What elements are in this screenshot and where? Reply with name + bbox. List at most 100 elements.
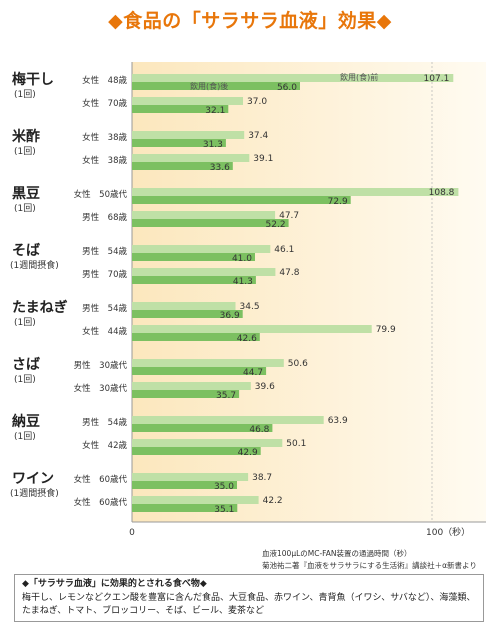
value-label-before: 46.1 [274, 245, 294, 255]
value-label-before: 50.1 [286, 439, 306, 449]
value-label-after: 42.9 [238, 448, 258, 458]
value-label-after: 44.7 [243, 368, 263, 378]
bar-before [132, 302, 236, 310]
value-label-before: 107.1 [424, 74, 450, 84]
x-tick-label: 100（秒） [426, 526, 470, 538]
row-label: 女性 38歳 [82, 155, 127, 166]
bar-before [132, 154, 250, 162]
bar-after [132, 196, 351, 204]
value-label-before: 39.6 [255, 382, 275, 392]
legend-after: 飲用(食)後 [190, 81, 228, 91]
value-label-after: 32.1 [205, 106, 225, 116]
legend-before: 飲用(食)前 [340, 72, 378, 82]
x-tick-label: 0 [129, 528, 135, 538]
value-label-after: 42.6 [237, 334, 257, 344]
food-note-label: (1週間摂食) [10, 259, 59, 271]
bar-after [132, 333, 260, 341]
value-label-after: 52.2 [266, 220, 286, 230]
row-label: 女性 70歳 [82, 98, 127, 109]
row-label: 女性 44歳 [82, 326, 127, 337]
value-label-after: 31.3 [203, 140, 223, 150]
food-name-label: ワイン [12, 471, 54, 487]
value-label-before: 50.6 [288, 359, 308, 369]
source-line-1: 血液100μLのMC-FAN装置の通過時間（秒） [262, 549, 412, 558]
value-label-before: 39.1 [253, 154, 273, 164]
bar-before [132, 268, 276, 276]
food-name-label: そば [12, 243, 40, 259]
food-note-label: (1回) [14, 317, 36, 328]
bar-after [132, 367, 267, 375]
value-label-after: 35.1 [214, 505, 234, 515]
bar-after [132, 424, 273, 432]
bar-after [132, 82, 300, 90]
bar-after [132, 162, 233, 170]
bar-chart: 0 100（秒）梅干し(1回)女性 48歳 107.156.0女性 70歳 37.03… [10, 62, 486, 538]
row-label: 男性 30歳代 [74, 360, 128, 371]
bar-before [132, 74, 454, 82]
food-note-label: (1回) [14, 374, 36, 385]
bar-after [132, 219, 289, 227]
row-label: 女性 60歳代 [74, 497, 128, 508]
row-label: 女性 42歳 [82, 440, 127, 451]
bar-after [132, 105, 229, 113]
value-label-after: 35.0 [214, 482, 234, 492]
bar-after [132, 447, 261, 455]
value-label-before: 79.9 [376, 325, 396, 335]
bar-after [132, 481, 237, 489]
value-label-before: 63.9 [328, 416, 348, 426]
food-info-text: 梅干し、レモンなどクエン酸を豊富に含んだ食品、大豆食品、赤ワイン、青背魚（イワシ… [22, 593, 476, 616]
bar-before [132, 439, 283, 447]
bar-before [132, 211, 276, 219]
value-label-before: 108.8 [429, 188, 455, 198]
value-label-after: 72.9 [328, 197, 348, 207]
bar-after [132, 504, 238, 512]
row-label: 男性 68歳 [82, 212, 127, 223]
bar-before [132, 416, 324, 424]
bar-before [132, 382, 251, 390]
value-label-before: 47.8 [279, 268, 299, 278]
bar-before [132, 359, 284, 367]
bar-before [132, 131, 245, 139]
value-label-after: 41.3 [233, 277, 253, 287]
row-label: 女性 50歳代 [74, 189, 128, 200]
food-note-label: (1回) [14, 146, 36, 157]
food-name-label: たまねぎ [12, 299, 68, 316]
value-label-after: 41.0 [232, 254, 252, 264]
chart-title: ◆食品の「サラサラ血液」効果◆ [108, 10, 392, 32]
bar-before [132, 97, 243, 105]
food-note-label: (1週間摂食) [10, 487, 59, 499]
source-note: 血液100μLのMC-FAN装置の通過時間（秒） 菊池祐二著『血液をサラサラにす… [262, 548, 477, 572]
row-label: 女性 60歳代 [74, 474, 128, 485]
food-name-label: 梅干し [12, 71, 54, 88]
value-label-before: 42.2 [263, 496, 283, 506]
value-label-after: 56.0 [277, 83, 297, 93]
row-label: 男性 54歳 [82, 303, 127, 314]
value-label-before: 37.4 [248, 131, 268, 141]
value-label-after: 35.7 [216, 391, 236, 401]
row-label: 男性 54歳 [82, 246, 127, 257]
row-label: 女性 38歳 [82, 132, 127, 143]
bar-before [132, 188, 459, 196]
food-name-label: さば [12, 357, 40, 373]
food-name-label: 米酢 [12, 128, 40, 145]
bar-before [132, 325, 372, 333]
food-note-label: (1回) [14, 203, 36, 214]
food-note-label: (1回) [14, 431, 36, 442]
value-label-after: 36.9 [220, 311, 240, 321]
bar-after [132, 390, 240, 398]
food-name-label: 黒豆 [12, 186, 40, 202]
food-note-label: (1回) [14, 89, 36, 100]
bar-before [132, 245, 271, 253]
source-line-2: 菊池祐二著『血液をサラサラにする生活術』講談社＋α新書より [262, 561, 477, 570]
value-label-before: 37.0 [247, 97, 267, 107]
value-label-before: 47.7 [279, 211, 299, 221]
food-info-heading: ◆「サラサラ血液」に効果的とされる食べ物◆ [22, 579, 207, 589]
bar-before [132, 473, 249, 481]
food-info-box: ◆「サラサラ血液」に効果的とされる食べ物◆ 梅干し、レモンなどクエン酸を豊富に含… [14, 574, 484, 622]
value-label-after: 33.6 [210, 163, 230, 173]
bar-before [132, 496, 259, 504]
value-label-after: 46.8 [249, 425, 269, 435]
bar-after [132, 253, 255, 261]
value-label-before: 38.7 [252, 473, 272, 483]
row-label: 男性 70歳 [82, 269, 127, 280]
